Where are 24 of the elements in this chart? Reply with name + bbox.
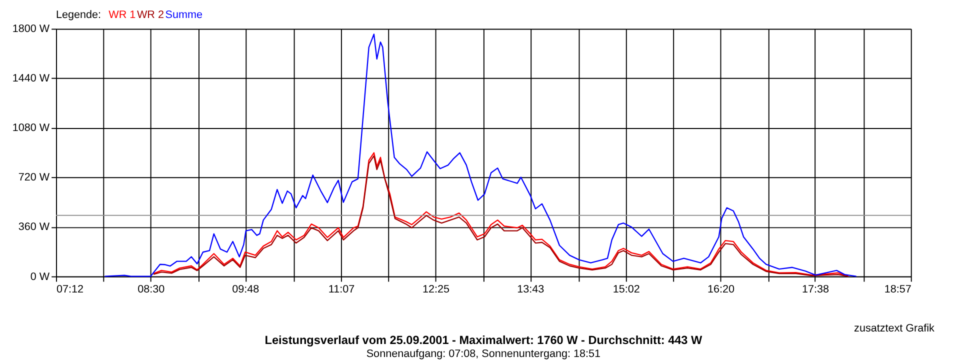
text: zusatztext Grafik	[854, 322, 936, 334]
y-tick-label: 1440 W	[12, 72, 50, 85]
x-tick-label: 13:43	[517, 284, 544, 296]
x-tick-label: 15:02	[612, 284, 640, 296]
x-tick-label: 09:48	[232, 284, 260, 296]
x-tick-label: 16:20	[707, 284, 734, 296]
x-tick-label: 08:30	[138, 284, 165, 296]
text: WR 1	[108, 8, 136, 21]
y-tick-label: 1080 W	[12, 122, 50, 134]
x-tick-label: 12:25	[422, 284, 450, 296]
x-tick-label: 18:57	[884, 284, 912, 296]
x-tick-label: 17:38	[802, 284, 830, 296]
line-series	[104, 34, 857, 277]
x-tick-label: 07:12	[56, 284, 84, 296]
text: Summe	[165, 8, 202, 21]
text: Leistungsverlauf vom 25.09.2001 - Maximalwert: 1760 W - Durchschnitt: 443 W	[264, 334, 703, 348]
y-tick-label: 360 W	[18, 221, 50, 234]
y-tick-label: 720 W	[18, 172, 50, 184]
y-tick-label: 1800 W	[12, 23, 50, 36]
x-tick-label: 11:07	[328, 284, 355, 296]
text: WR 2	[136, 8, 164, 21]
text: Sonnenaufgang: 07:08, Sonnenuntergang: 18:51	[366, 348, 601, 360]
legend-title: Legende:	[56, 8, 102, 21]
y-tick-label: 0 W	[30, 270, 50, 283]
